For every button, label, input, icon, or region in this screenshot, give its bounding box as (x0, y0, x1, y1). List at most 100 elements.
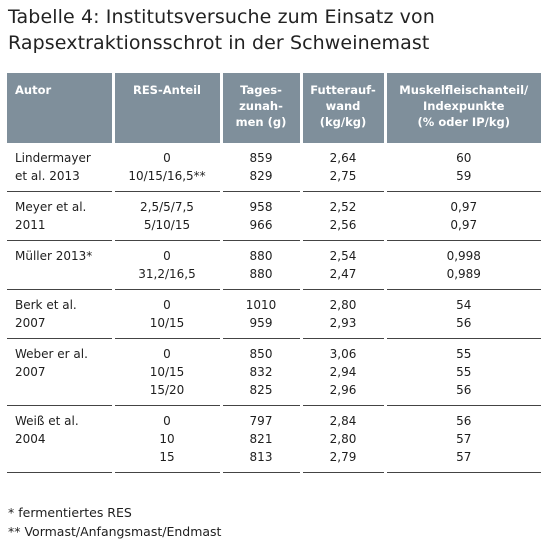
cell-line: 56 (456, 383, 472, 397)
cell-line: 829 (249, 169, 273, 183)
cell-line: 0 (163, 249, 171, 263)
cell-autor: Müller 2013* (7, 240, 113, 290)
cell-line: 2,84 (329, 414, 357, 428)
cell-line: 15/20 (149, 383, 185, 397)
cell-res-anteil: 0 31,2/16,5 (111, 240, 221, 290)
cell-res-anteil: 0 10/15 15/20 (111, 338, 221, 406)
cell-line: 0 (163, 347, 171, 361)
cell-line: 0,989 (446, 267, 481, 281)
cell-line: 825 (249, 383, 273, 397)
cell-line: 2,52 (329, 200, 357, 214)
cell-muskelfleischanteil: 0,998 0,989 (383, 240, 541, 290)
cell-line: 2007 (15, 316, 46, 330)
cell-futteraufwand: 2,54 2,47 (299, 240, 385, 290)
footnotes: * fermentiertes RES ** Vormast/Anfangsma… (8, 503, 221, 541)
table-row: Meyer et al. 2011 2,5/5/7,5 5/10/15 958 966 2,… (7, 191, 541, 241)
cell-res-anteil: 0 10 15 (111, 405, 221, 473)
cell-line: 10 (159, 432, 175, 446)
table-row: Müller 2013* 0 31,2/16,5 880 880 2,54 2,47 0,99… (7, 240, 541, 290)
table-title: Tabelle 4: Institutsversuche zum Einsatz… (8, 6, 435, 54)
cell-line: Müller 2013* (15, 249, 93, 263)
cell-line: 56 (456, 316, 472, 330)
cell-line: 2,96 (329, 383, 357, 397)
cell-line: 821 (249, 432, 273, 446)
cell-line: 2,80 (329, 298, 357, 312)
cell-line: 2,93 (329, 316, 357, 330)
cell-line: 54 (456, 298, 472, 312)
cell-res-anteil: 2,5/5/7,5 5/10/15 (111, 191, 221, 241)
cell-autor: Meyer et al. 2011 (7, 191, 113, 241)
cell-muskelfleischanteil: 60 59 (383, 143, 541, 192)
cell-line: 0 (163, 151, 171, 165)
cell-line: Meyer et al. (15, 200, 87, 214)
cell-autor: Lindermayer et al. 2013 (7, 143, 113, 192)
cell-line: 2,64 (329, 151, 357, 165)
cell-tageszunahmen: 958 966 (219, 191, 301, 241)
cell-futteraufwand: 3,06 2,94 2,96 (299, 338, 385, 406)
cell-line: 0,97 (450, 200, 478, 214)
cell-muskelfleischanteil: 55 55 56 (383, 338, 541, 406)
header-tageszunahmen: Tages-zunah-men (g) (219, 73, 301, 143)
cell-line: 59 (456, 169, 472, 183)
table-row: Weiß et al. 2004 0 10 15 797 821 813 2,84 2,80 2,7… (7, 405, 541, 473)
cell-line: 10/15 (149, 365, 185, 379)
cell-line: 2,54 (329, 249, 357, 263)
header-futteraufwand: Futterauf-wand (kg/kg) (299, 73, 385, 143)
cell-line: 1010 (245, 298, 277, 312)
cell-line: 859 (249, 151, 273, 165)
header-res-anteil: RES-Anteil (111, 73, 221, 143)
cell-line: 2,47 (329, 267, 357, 281)
cell-muskelfleischanteil: 56 57 57 (383, 405, 541, 473)
header-muskelfleischanteil: Muskelfleischanteil/Indexpunkte (% oder I… (383, 73, 541, 143)
cell-muskelfleischanteil: 54 56 (383, 289, 541, 339)
cell-line: 57 (456, 450, 472, 464)
cell-line: Berk et al. (15, 298, 77, 312)
cell-line: 57 (456, 432, 472, 446)
header-autor: Autor (7, 73, 113, 143)
cell-line: 2,5/5/7,5 (140, 200, 194, 214)
cell-line: 958 (249, 200, 273, 214)
footnote-1: * fermentiertes RES (8, 505, 132, 520)
cell-futteraufwand: 2,52 2,56 (299, 191, 385, 241)
cell-line: 813 (249, 450, 273, 464)
cell-autor: Weiß et al. 2004 (7, 405, 113, 473)
cell-tageszunahmen: 880 880 (219, 240, 301, 290)
cell-line: 2,80 (329, 432, 357, 446)
cell-line: 850 (249, 347, 273, 361)
cell-res-anteil: 0 10/15/16,5** (111, 143, 221, 192)
table-row: Weber er al. 2007 0 10/15 15/20 850 832 825 3,06… (7, 338, 541, 406)
cell-res-anteil: 0 10/15 (111, 289, 221, 339)
cell-line: 5/10/15 (143, 218, 191, 232)
cell-muskelfleischanteil: 0,97 0,97 (383, 191, 541, 241)
cell-tageszunahmen: 797 821 813 (219, 405, 301, 473)
cell-line: 0 (163, 414, 171, 428)
cell-line: 2,94 (329, 365, 357, 379)
header-row: Autor RES-Anteil Tages-zunah-men (g) Futter… (7, 73, 541, 143)
cell-line: 880 (249, 267, 273, 281)
cell-autor: Berk et al. 2007 (7, 289, 113, 339)
cell-futteraufwand: 2,64 2,75 (299, 143, 385, 192)
cell-tageszunahmen: 859 829 (219, 143, 301, 192)
cell-line: 966 (249, 218, 273, 232)
cell-line: 2007 (15, 365, 46, 379)
table-row: Lindermayer et al. 2013 0 10/15/16,5** 859 82… (7, 143, 541, 192)
cell-line: 2011 (15, 218, 46, 232)
cell-line: 55 (456, 365, 472, 379)
cell-line: Lindermayer (15, 151, 91, 165)
cell-line: 2,79 (329, 450, 357, 464)
cell-line: Weber er al. (15, 347, 88, 361)
cell-line: 60 (456, 151, 472, 165)
cell-line: 2,56 (329, 218, 357, 232)
cell-line: 15 (159, 450, 175, 464)
cell-tageszunahmen: 850 832 825 (219, 338, 301, 406)
cell-line: 3,06 (329, 347, 357, 361)
cell-line: 880 (249, 249, 273, 263)
cell-line: 56 (456, 414, 472, 428)
cell-line: 0,97 (450, 218, 478, 232)
cell-line: 31,2/16,5 (138, 267, 196, 281)
cell-line: 2,75 (329, 169, 357, 183)
table-row: Berk et al. 2007 0 10/15 1010 959 2,80 2,93 54 56 (7, 289, 541, 339)
cell-line: et al. 2013 (15, 169, 80, 183)
cell-line: Weiß et al. (15, 414, 79, 428)
cell-tageszunahmen: 1010 959 (219, 289, 301, 339)
